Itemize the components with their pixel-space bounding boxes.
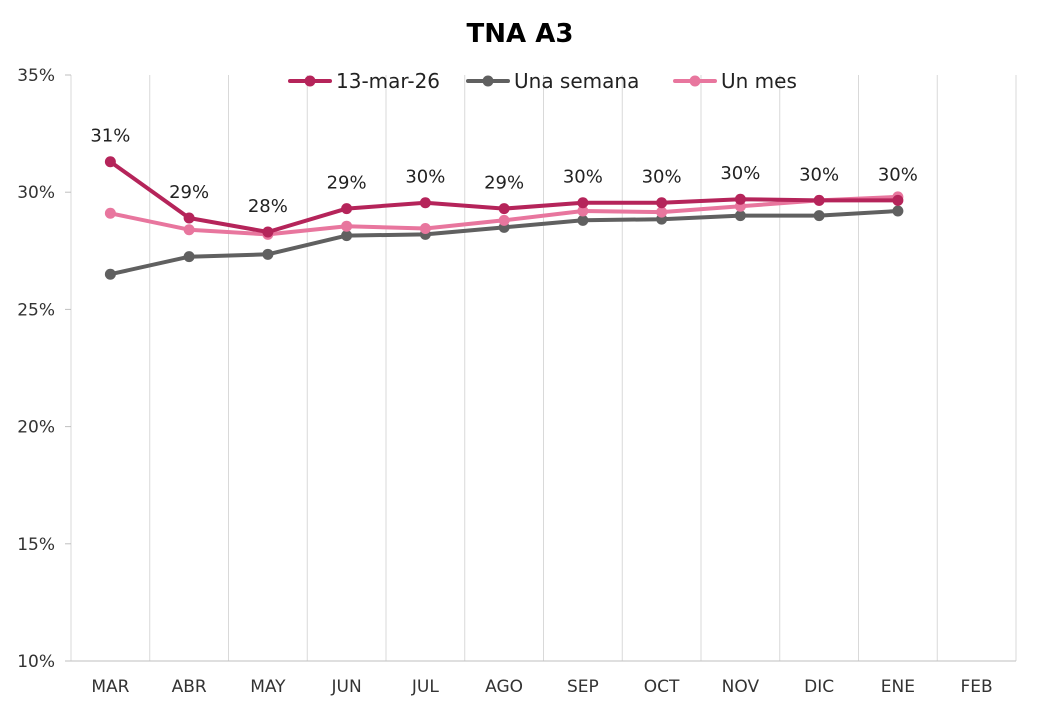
x-tick-label: ABR	[172, 677, 207, 697]
data-label: 31%	[90, 126, 130, 147]
x-tick-label: SEP	[567, 677, 599, 697]
x-tick-label: JUN	[331, 677, 362, 697]
data-point	[813, 210, 825, 222]
data-point	[419, 223, 431, 235]
data-point	[498, 203, 510, 215]
data-point	[734, 193, 746, 205]
data-label: 29%	[327, 173, 367, 194]
data-point	[104, 268, 116, 280]
data-point	[341, 230, 353, 242]
data-point	[656, 206, 668, 218]
data-point	[104, 156, 116, 168]
data-point	[341, 220, 353, 232]
x-tick-label: MAR	[91, 677, 129, 697]
data-label: 30%	[642, 167, 682, 188]
legend-item: 13-mar-26	[288, 69, 440, 93]
legend-item: Una semana	[466, 69, 639, 93]
data-point	[183, 224, 195, 236]
data-label: 29%	[169, 182, 209, 203]
legend: 13-mar-26 Una semana Un mes	[288, 69, 797, 93]
legend-label: 13-mar-26	[336, 69, 440, 93]
y-tick-label: 35%	[17, 66, 55, 86]
data-point	[262, 226, 274, 238]
data-point	[577, 214, 589, 226]
data-label: 30%	[720, 163, 760, 184]
x-tick-label: JUL	[411, 677, 439, 697]
x-tick-label: DIC	[804, 677, 834, 697]
data-point	[104, 207, 116, 219]
axes: 10% 15% 20% 25% 30% 35% MAR ABR MAY JUN JUL AGO SEP O…	[17, 66, 1016, 697]
legend-swatch-marker	[304, 75, 316, 87]
data-point	[262, 248, 274, 260]
legend-label: Una semana	[514, 69, 639, 93]
x-tick-label: MAY	[250, 677, 286, 697]
data-point	[892, 194, 904, 206]
data-point	[734, 210, 746, 222]
legend-swatch-marker	[689, 75, 701, 87]
legend-label: Un mes	[721, 69, 797, 93]
legend-item: Un mes	[673, 69, 797, 93]
grid	[70, 75, 1017, 661]
data-label: 30%	[878, 164, 918, 185]
data-labels: 31% 29% 28% 29% 30% 29% 30% 30% 30% 30% 30%	[90, 126, 918, 217]
data-label: 29%	[484, 173, 524, 194]
y-tick-label: 30%	[17, 183, 55, 203]
x-tick-label: OCT	[644, 677, 680, 697]
y-tick-label: 25%	[17, 300, 55, 320]
data-point	[577, 197, 589, 209]
data-point	[341, 203, 353, 215]
data-label: 30%	[405, 167, 445, 188]
legend-swatch-marker	[482, 75, 494, 87]
data-label: 28%	[248, 196, 288, 217]
y-tick-label: 10%	[17, 652, 55, 672]
x-tick-label: FEB	[961, 677, 993, 697]
data-point	[813, 194, 825, 206]
x-tick-label: NOV	[722, 677, 760, 697]
data-point	[577, 205, 589, 217]
y-tick-label: 20%	[17, 418, 55, 438]
data-point	[498, 214, 510, 226]
data-point	[656, 197, 668, 209]
chart-title: TNA A3	[467, 19, 574, 49]
series-layer	[104, 156, 904, 280]
y-tick-label: 15%	[17, 535, 55, 555]
data-point	[419, 197, 431, 209]
data-label: 30%	[563, 167, 603, 188]
data-point	[183, 251, 195, 263]
x-tick-label: ENE	[881, 677, 915, 697]
data-label: 30%	[799, 164, 839, 185]
data-point	[183, 212, 195, 224]
data-point	[892, 205, 904, 217]
x-tick-label: AGO	[485, 677, 523, 697]
